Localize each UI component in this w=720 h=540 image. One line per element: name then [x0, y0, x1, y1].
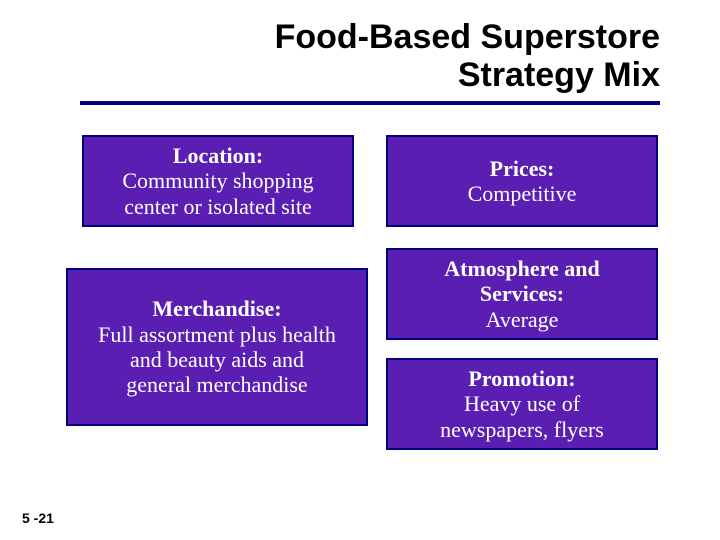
slide-title-line1: Food-Based Superstore — [275, 18, 660, 56]
box-merchandise-header: Merchandise: — [78, 296, 356, 321]
box-location-header: Location: — [94, 143, 342, 168]
box-atmosphere-header1: Atmosphere and — [398, 256, 646, 281]
box-merchandise-body3: general merchandise — [78, 372, 356, 397]
slide-title: Food-Based Superstore Strategy Mix — [275, 18, 660, 94]
box-promotion-body2: newspapers, flyers — [398, 417, 646, 442]
box-prices: Prices: Competitive — [386, 135, 658, 227]
box-location-body2: center or isolated site — [94, 194, 342, 219]
box-location: Location: Community shopping center or i… — [82, 135, 354, 227]
box-merchandise-body2: and beauty aids and — [78, 347, 356, 372]
box-prices-body: Competitive — [398, 181, 646, 206]
box-prices-header: Prices: — [398, 156, 646, 181]
slide-title-line2: Strategy Mix — [275, 56, 660, 94]
box-location-body1: Community shopping — [94, 168, 342, 193]
box-atmosphere-body: Average — [398, 307, 646, 332]
slide-number: 5 -21 — [22, 510, 54, 526]
box-promotion: Promotion: Heavy use of newspapers, flye… — [386, 358, 658, 450]
box-merchandise-body1: Full assortment plus health — [78, 322, 356, 347]
box-promotion-header: Promotion: — [398, 366, 646, 391]
title-underline — [80, 101, 660, 105]
box-atmosphere: Atmosphere and Services: Average — [386, 248, 658, 340]
box-merchandise: Merchandise: Full assortment plus health… — [66, 268, 368, 426]
box-atmosphere-header2: Services: — [398, 281, 646, 306]
slide: Food-Based Superstore Strategy Mix Locat… — [0, 0, 720, 540]
box-promotion-body1: Heavy use of — [398, 391, 646, 416]
